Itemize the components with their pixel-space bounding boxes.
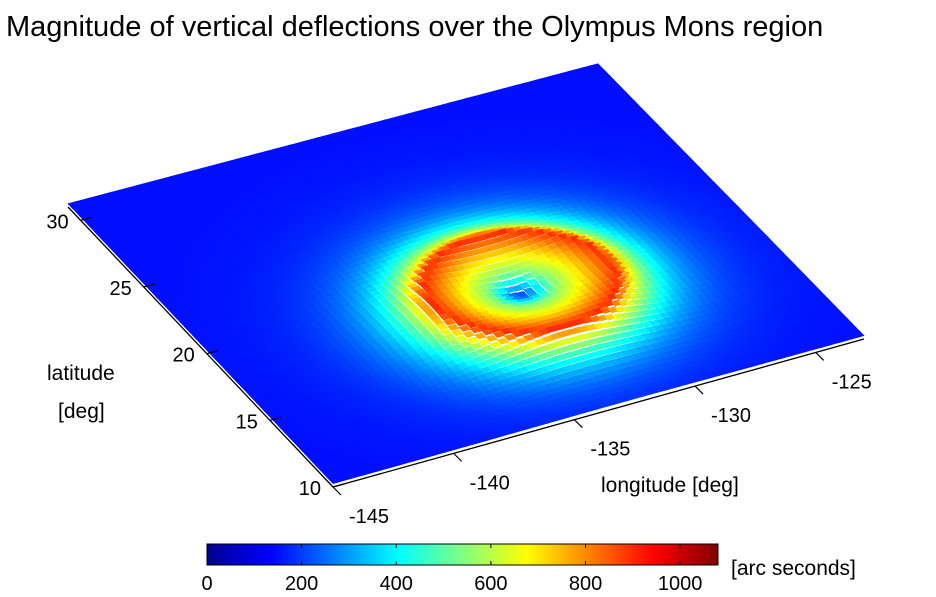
longitude-tick-mark	[573, 419, 583, 429]
deflection-surface	[67, 63, 865, 484]
longitude-tick-mark	[694, 385, 704, 395]
colorbar-tick-label: 800	[569, 573, 602, 595]
colorbar-tick-label: 400	[380, 573, 413, 595]
colorbar-tick-label: 600	[474, 573, 507, 595]
surface-cell	[451, 329, 464, 337]
latitude-tick-label: 25	[109, 278, 131, 300]
surface-cell	[447, 323, 460, 331]
surface-cell	[462, 330, 476, 338]
longitude-tick-mark	[332, 486, 342, 496]
longitude-tick-label: -135	[590, 439, 630, 461]
longitude-tick-mark	[815, 352, 825, 361]
colorbar-label: [arc seconds]	[731, 557, 856, 580]
latitude-tick-label: 30	[46, 211, 68, 233]
longitude-tick-mark	[453, 452, 463, 462]
y-axis-label-line-2: [deg]	[58, 400, 105, 423]
colorbar	[206, 543, 719, 566]
y-axis-label-line-1: latitude	[47, 362, 115, 385]
longitude-tick-label: -140	[470, 472, 510, 494]
x-axis-label: longitude [deg]	[601, 474, 739, 497]
longitude-tick-label: -145	[349, 506, 389, 528]
colorbar-tick-label: 1000	[658, 573, 703, 595]
longitude-tick-label: -125	[832, 371, 872, 393]
surface-cell	[473, 332, 487, 340]
colorbar-tick-label: 0	[201, 573, 212, 595]
chart-title: Magnitude of vertical deflections over t…	[6, 11, 823, 43]
colorbar-tick-label: 200	[285, 573, 318, 595]
latitude-tick-label: 10	[299, 478, 321, 500]
latitude-tick-mark	[332, 483, 345, 488]
longitude-tick-label: -130	[711, 405, 751, 427]
latitude-tick-label: 15	[236, 411, 258, 433]
latitude-tick-label: 20	[173, 345, 195, 367]
